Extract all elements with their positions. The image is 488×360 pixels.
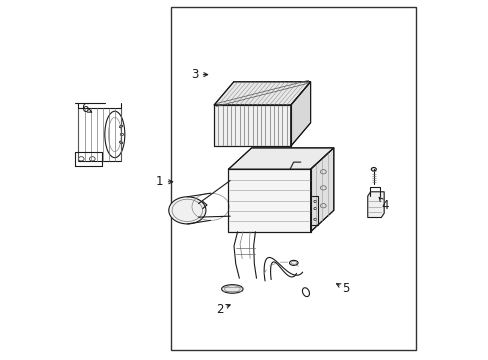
Text: 2: 2 xyxy=(215,303,223,316)
Polygon shape xyxy=(228,148,333,169)
Polygon shape xyxy=(214,82,310,105)
Polygon shape xyxy=(367,192,384,217)
Text: 4: 4 xyxy=(381,198,388,212)
Text: 5: 5 xyxy=(342,283,349,296)
Polygon shape xyxy=(214,105,290,146)
Bar xyxy=(171,7,415,350)
Ellipse shape xyxy=(221,285,243,293)
Text: 6: 6 xyxy=(81,102,88,115)
Polygon shape xyxy=(310,148,333,232)
Polygon shape xyxy=(290,82,310,146)
Text: 1: 1 xyxy=(155,175,163,188)
Ellipse shape xyxy=(370,167,376,171)
Polygon shape xyxy=(228,169,310,232)
Text: 3: 3 xyxy=(190,68,198,81)
Ellipse shape xyxy=(168,197,205,224)
